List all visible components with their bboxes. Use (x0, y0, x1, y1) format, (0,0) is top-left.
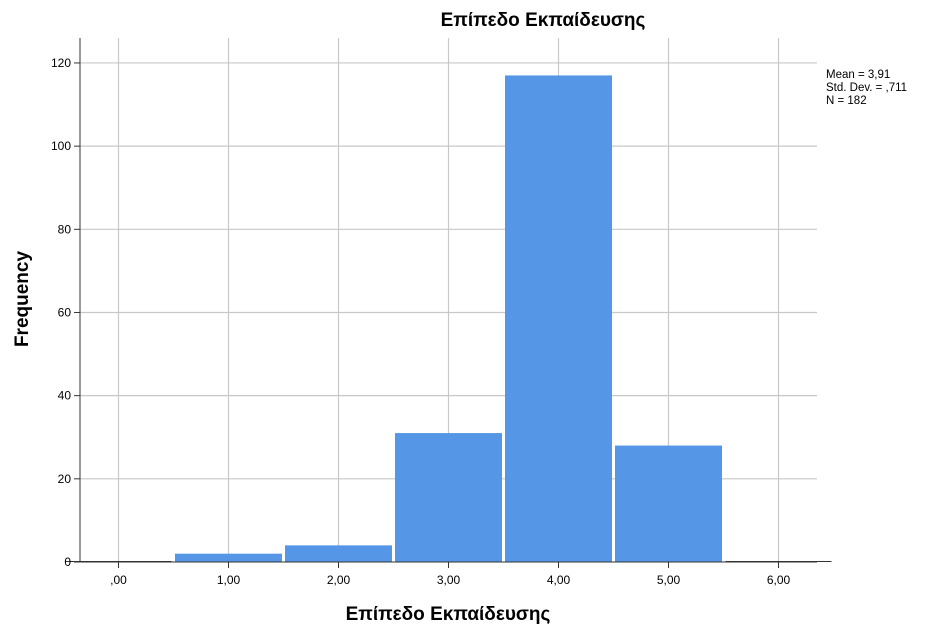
x-tick-label: 1,00 (217, 573, 241, 587)
x-tick-label: ,00 (110, 573, 127, 587)
bars (65, 75, 832, 562)
stat-std-dev: Std. Dev. = ,711 (826, 82, 907, 94)
y-tick-labels: 0 20 40 60 80 100 120 (51, 56, 71, 569)
stat-n: N = 182 (826, 95, 867, 107)
x-tick-label: 6,00 (767, 573, 791, 587)
x-tick-label: 4,00 (547, 573, 571, 587)
y-tick-label: 40 (58, 389, 72, 403)
histogram-bar (175, 553, 282, 562)
stat-mean: Mean = 3,91 (826, 69, 890, 81)
axes (74, 38, 817, 568)
y-tick-label: 100 (51, 139, 71, 153)
stats-box: Mean = 3,91 Std. Dev. = ,711 N = 182 (826, 69, 907, 107)
y-tick-label: 20 (58, 472, 72, 486)
y-tick-label: 80 (58, 222, 72, 236)
x-tick-labels: ,00 1,00 2,00 3,00 4,00 5,00 6,00 (110, 573, 790, 587)
x-tick-label: 2,00 (327, 573, 351, 587)
x-tick-label: 3,00 (437, 573, 461, 587)
x-tick-label: 5,00 (657, 573, 681, 587)
histogram-bar (285, 545, 392, 562)
chart-title: Επίπεδο Εκπαίδευσης (441, 10, 646, 31)
histogram-bar (395, 433, 502, 562)
y-tick-label: 120 (51, 56, 71, 70)
y-tick-label: 60 (58, 305, 72, 319)
y-tick-label: 0 (64, 555, 71, 569)
y-axis-label: Frequency (12, 251, 33, 348)
x-axis-label: Επίπεδο Εκπαίδευσης (346, 604, 551, 625)
histogram-bar (505, 75, 612, 562)
histogram-bar (615, 445, 722, 562)
